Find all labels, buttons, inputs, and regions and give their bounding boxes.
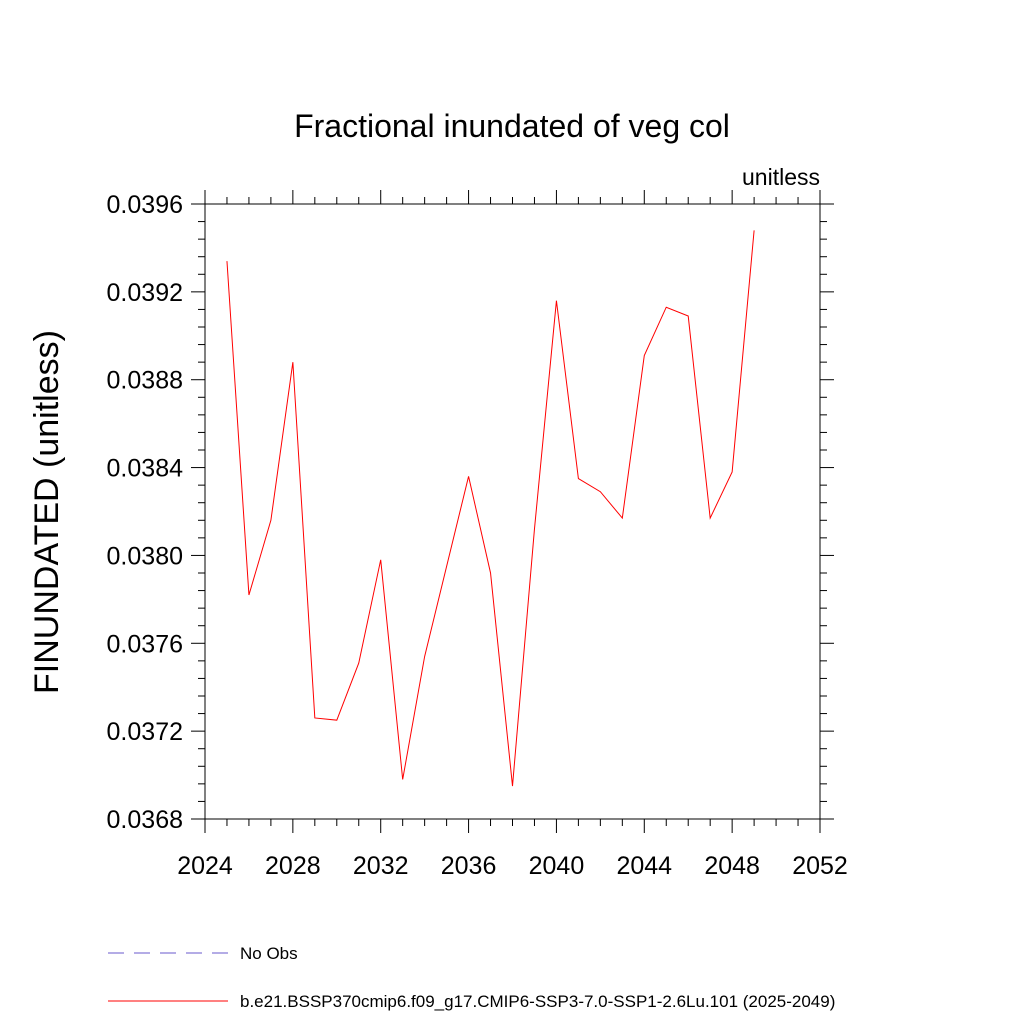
units-label: unitless [742, 164, 820, 190]
x-tick-label: 2044 [616, 852, 672, 880]
x-tick-label: 2024 [177, 852, 233, 880]
legend: No Obs b.e21.BSSP370cmip6.f09_g17.CMIP6-S… [108, 944, 835, 1011]
x-tick-label: 2032 [353, 852, 409, 880]
legend-label: b.e21.BSSP370cmip6.f09_g17.CMIP6-SSP3-7.… [240, 992, 835, 1011]
plot-frame [204, 203, 821, 820]
y-tick-label: 0.0384 [107, 455, 184, 483]
x-tick-label: 2048 [704, 852, 760, 880]
y-tick-label: 0.0380 [107, 542, 183, 570]
series-layer [226, 230, 755, 787]
x-minor-ticks [226, 197, 799, 826]
y-tick-label: 0.0376 [107, 630, 183, 658]
chart-title: Fractional inundated of veg col [294, 108, 730, 144]
x-tick-label: 2028 [265, 852, 321, 880]
y-tick-label: 0.0372 [107, 718, 183, 746]
x-tick-label: 2052 [792, 852, 848, 880]
y-tick-label: 0.0388 [107, 367, 183, 395]
x-tick-label: 2040 [529, 852, 585, 880]
legend-label: No Obs [240, 944, 298, 963]
y-tick-label: 0.0392 [107, 279, 183, 307]
y-axis-label: FINUNDATED (unitless) [28, 330, 66, 694]
y-minor-ticks [198, 221, 827, 802]
y-axis-ticks: 0.0368 0.0372 0.0376 0.0380 0.0384 0.0388 0.03… [107, 191, 834, 834]
x-axis-ticks: 2024 2028 2032 2036 2040 2044 2048 2052 [177, 190, 848, 880]
y-tick-label: 0.0396 [107, 191, 183, 219]
y-tick-label: 0.0368 [107, 806, 183, 834]
series-line [226, 230, 755, 787]
x-tick-label: 2036 [441, 852, 497, 880]
